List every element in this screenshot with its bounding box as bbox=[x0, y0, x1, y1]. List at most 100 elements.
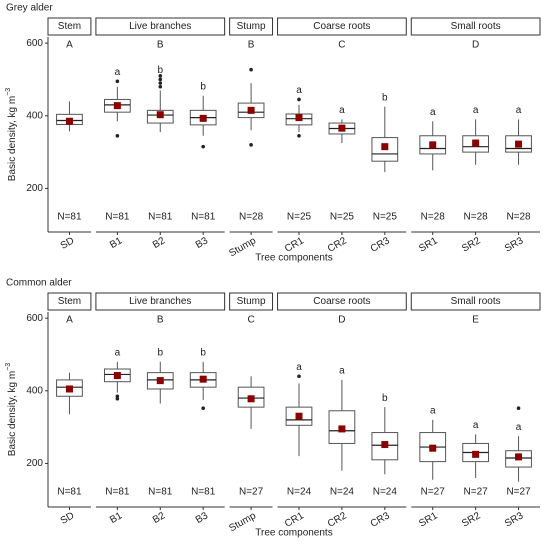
y-tick-label: 400 bbox=[26, 385, 43, 396]
mean bbox=[65, 385, 73, 393]
facet-strip bbox=[410, 292, 541, 311]
significance-letter: b bbox=[157, 347, 163, 358]
x-tick-label: Stump bbox=[227, 235, 258, 259]
n-label: N=81 bbox=[105, 212, 130, 223]
facet-label: Stem bbox=[58, 21, 81, 32]
significance-letter: a bbox=[430, 405, 436, 416]
y-tick-label: 200 bbox=[26, 183, 43, 194]
group-letter: E bbox=[472, 315, 479, 326]
mean bbox=[247, 106, 255, 114]
n-label: N=28 bbox=[506, 212, 531, 223]
significance-letter: b bbox=[382, 393, 388, 404]
x-tick-label: SR3 bbox=[503, 235, 526, 254]
significance-letter: b bbox=[200, 347, 206, 358]
n-label: N=81 bbox=[57, 487, 82, 498]
facet-strip bbox=[277, 292, 407, 311]
outlier bbox=[297, 97, 301, 102]
facet-strip bbox=[47, 292, 92, 311]
panel-title: Common alder bbox=[6, 278, 72, 289]
mean bbox=[338, 124, 346, 132]
x-tick-label: SD bbox=[59, 235, 77, 251]
mean bbox=[113, 372, 121, 380]
x-tick-label: SR1 bbox=[417, 510, 440, 529]
x-tick-label: B2 bbox=[151, 235, 167, 251]
n-label: N=24 bbox=[330, 487, 355, 498]
mean bbox=[156, 111, 164, 119]
x-axis-label: Tree components bbox=[255, 253, 332, 264]
outlier bbox=[201, 406, 205, 411]
n-label: N=28 bbox=[239, 212, 264, 223]
n-label: N=27 bbox=[239, 487, 264, 498]
mean bbox=[515, 140, 523, 148]
outlier bbox=[201, 144, 205, 149]
box bbox=[371, 432, 399, 461]
y-axis-label-text: Basic density, kg m bbox=[7, 371, 18, 456]
mean bbox=[338, 425, 346, 433]
y-tick-label: 600 bbox=[26, 38, 43, 49]
n-label: N=81 bbox=[57, 212, 82, 223]
mean bbox=[113, 102, 121, 110]
y-axis-label-text: Basic density, kg m bbox=[7, 96, 18, 181]
significance-letter: b bbox=[382, 92, 388, 103]
n-label: N=81 bbox=[148, 212, 173, 223]
facet-label: Coarse roots bbox=[313, 296, 370, 307]
significance-letter: a bbox=[339, 366, 345, 377]
n-label: N=27 bbox=[421, 487, 446, 498]
x-tick-label: SD bbox=[59, 510, 77, 526]
facet-strip bbox=[95, 17, 226, 36]
outlier bbox=[516, 406, 521, 411]
mean bbox=[515, 453, 523, 461]
outlier bbox=[249, 67, 253, 72]
x-tick-label: CR3 bbox=[369, 235, 392, 255]
group-letter: D bbox=[472, 40, 479, 51]
n-label: N=25 bbox=[330, 212, 355, 223]
significance-letter: b bbox=[200, 81, 206, 92]
mean bbox=[381, 441, 389, 449]
group-letter: A bbox=[66, 315, 73, 326]
y-tick-label: 400 bbox=[26, 110, 43, 121]
outlier bbox=[297, 374, 301, 379]
outlier bbox=[115, 396, 120, 401]
significance-letter: a bbox=[339, 105, 345, 116]
group-letter: C bbox=[247, 315, 254, 326]
x-tick-label: CR2 bbox=[326, 510, 349, 530]
y-axis-label-exponent: −3 bbox=[5, 88, 12, 96]
facet-label: Small roots bbox=[451, 21, 501, 32]
significance-letter: b bbox=[157, 65, 163, 76]
mean bbox=[472, 139, 480, 147]
mean bbox=[429, 444, 437, 452]
facet-strip bbox=[277, 17, 407, 36]
mean bbox=[381, 143, 389, 151]
y-axis-label: Basic density, kg m−3 bbox=[5, 88, 18, 181]
mean bbox=[65, 117, 73, 125]
outlier bbox=[297, 133, 301, 138]
outlier bbox=[158, 84, 163, 89]
n-label: N=28 bbox=[464, 212, 489, 223]
n-label: N=24 bbox=[373, 487, 398, 498]
x-tick-label: SR3 bbox=[503, 510, 526, 529]
x-tick-label: B3 bbox=[194, 510, 210, 526]
facet-strip bbox=[47, 17, 92, 36]
y-axis-label: Basic density, kg m−3 bbox=[5, 363, 18, 456]
n-label: N=81 bbox=[148, 487, 173, 498]
facet-label: Stump bbox=[237, 21, 266, 32]
mean bbox=[295, 412, 303, 420]
mean bbox=[199, 375, 207, 383]
y-tick-label: 600 bbox=[26, 313, 43, 324]
significance-letter: a bbox=[296, 362, 302, 373]
significance-letter: a bbox=[516, 422, 522, 433]
facet-label: Small roots bbox=[451, 296, 501, 307]
facet-label: Live branches bbox=[129, 296, 191, 307]
mean bbox=[156, 377, 164, 385]
outlier bbox=[115, 79, 120, 84]
y-axis-label-exponent: −3 bbox=[5, 363, 12, 371]
n-label: N=27 bbox=[464, 487, 489, 498]
mean bbox=[199, 114, 207, 122]
mean bbox=[429, 141, 437, 149]
facet-label: Stem bbox=[58, 296, 81, 307]
x-tick-label: Stump bbox=[227, 510, 258, 534]
significance-letter: a bbox=[430, 107, 436, 118]
x-tick-label: B2 bbox=[151, 510, 167, 526]
y-tick-label: 200 bbox=[26, 458, 43, 469]
